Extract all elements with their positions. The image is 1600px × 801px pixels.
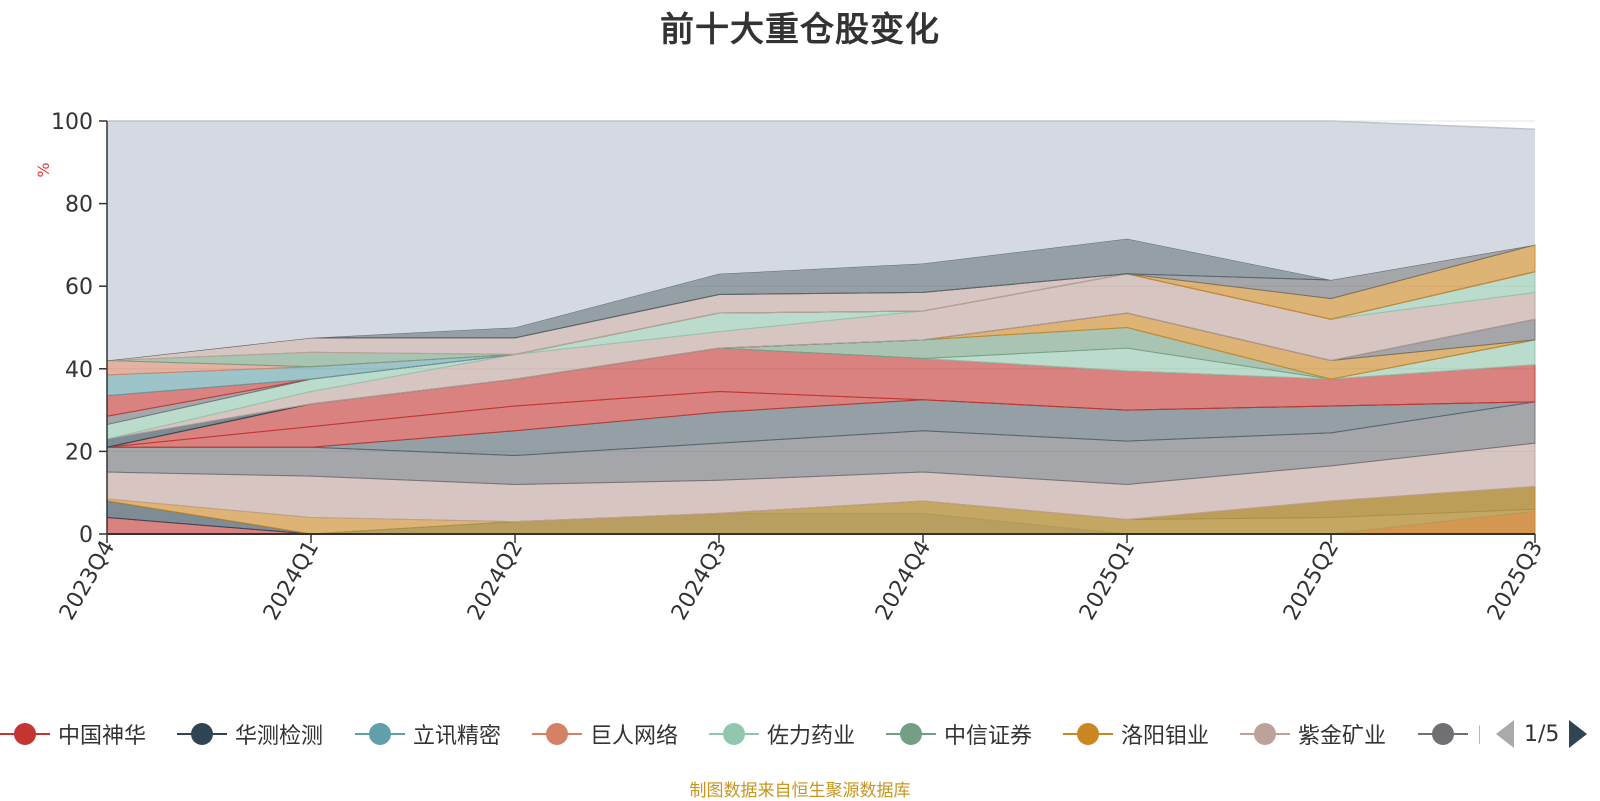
legend-marker-icon [355,721,405,747]
legend-pager: 1/5 [1496,714,1588,754]
legend-item[interactable]: 紫金矿业 [1240,714,1386,754]
y-tick-label: 60 [65,275,93,300]
x-tick-label: 2024Q3 [667,537,732,625]
legend-label: 佐力药业 [767,724,856,749]
y-tick-label: 40 [65,358,93,383]
x-tick-label: 2023Q4 [55,537,120,625]
x-tick-label: 2024Q4 [871,537,936,625]
legend-label: 中信证券 [944,724,1033,749]
legend-label: 华测检测 [235,724,324,749]
legend-marker-icon [177,721,227,747]
legend-label: 紫金矿业 [1298,724,1387,749]
legend-label: 巨人网络 [590,724,679,749]
legend-label: 立讯精密 [413,724,502,749]
y-tick-label: 100 [51,110,93,135]
legend-label: 中国神华 [58,724,147,749]
legend-marker-icon [1240,721,1290,747]
y-tick-label: 20 [65,440,93,465]
legend-label: 洛阳钼业 [1121,724,1210,749]
legend-page-indicator: 1/5 [1524,721,1560,747]
legend: 中国神华 华测检测 立讯精密 巨人网络 佐力药业 中信证券 洛阳钼业 紫金矿业 巨 1/5 [0,714,1600,754]
source-note: 制图数据来自恒生聚源数据库 [689,781,911,801]
legend-item[interactable]: 洛阳钼业 [1063,714,1209,754]
y-axis-label: % [34,162,53,177]
legend-marker-icon [1418,721,1468,747]
legend-marker-icon [1063,721,1113,747]
series-top-line [107,120,1536,131]
x-tick-label: 2024Q2 [463,537,528,625]
legend-next-icon[interactable] [1569,720,1588,748]
x-tick-label: 2024Q1 [259,537,324,625]
legend-item[interactable]: 巨人网络 [532,714,678,754]
legend-item[interactable]: 华测检测 [177,714,323,754]
series-areas [106,120,1536,535]
x-tick-label: 2025Q2 [1279,537,1344,625]
legend-item[interactable]: 佐力药业 [709,714,855,754]
legend-marker-icon [886,721,936,747]
legend-item[interactable]: 中信证券 [886,714,1032,754]
y-tick-label: 80 [65,193,93,218]
legend-marker-icon [0,721,50,747]
chart-title: 前十大重仓股变化 [660,10,940,50]
legend-item[interactable]: 立讯精密 [355,714,501,754]
legend-marker-icon [532,721,582,747]
legend-marker-icon [709,721,759,747]
legend-item[interactable]: 巨 [1418,714,1480,754]
legend-item[interactable]: 中国神华 [0,714,146,754]
y-tick-label: 0 [79,523,93,548]
legend-prev-icon[interactable] [1496,720,1514,748]
legend-items: 中国神华 华测检测 立讯精密 巨人网络 佐力药业 中信证券 洛阳钼业 紫金矿业 巨 [0,714,1480,754]
legend-label: 巨 [1476,718,1480,750]
series-area-29 [107,121,1535,361]
x-tick-label: 2025Q3 [1483,537,1548,625]
x-tick-label: 2025Q1 [1075,537,1140,625]
